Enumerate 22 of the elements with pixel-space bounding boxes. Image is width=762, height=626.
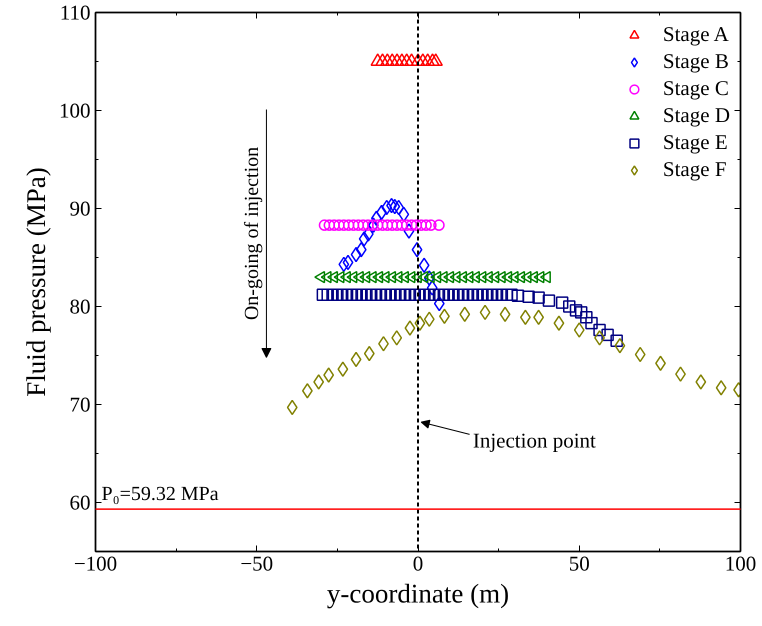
legend-label: Stage A bbox=[662, 22, 729, 47]
y-tick-label: 80 bbox=[70, 294, 90, 318]
legend-label: Stage D bbox=[662, 103, 730, 128]
x-tick-label: 100 bbox=[724, 552, 756, 576]
y-tick-label: 100 bbox=[59, 98, 90, 122]
x-axis-title: y-coordinate (m) bbox=[326, 578, 510, 608]
x-tick-label: 0 bbox=[412, 552, 424, 576]
ref-line-label: P₀=59.32 MPa bbox=[102, 483, 219, 506]
y-tick-label: 60 bbox=[70, 490, 90, 514]
y-axis-title: Fluid pressure (MPa) bbox=[21, 167, 51, 397]
annotation: On-going of injection bbox=[240, 146, 263, 320]
legend-label: Stage C bbox=[662, 76, 729, 101]
x-tick-label: −50 bbox=[240, 552, 274, 576]
y-tick-label: 90 bbox=[70, 196, 90, 220]
y-tick-label: 70 bbox=[70, 392, 90, 416]
x-tick-label: 50 bbox=[568, 552, 590, 576]
legend-label: Stage B bbox=[662, 49, 729, 74]
annotation: Injection point bbox=[472, 428, 596, 452]
x-tick-label: −100 bbox=[74, 552, 118, 576]
y-tick-label: 110 bbox=[60, 0, 91, 24]
legend-label: Stage E bbox=[662, 130, 728, 155]
legend-label: Stage F bbox=[662, 157, 727, 182]
